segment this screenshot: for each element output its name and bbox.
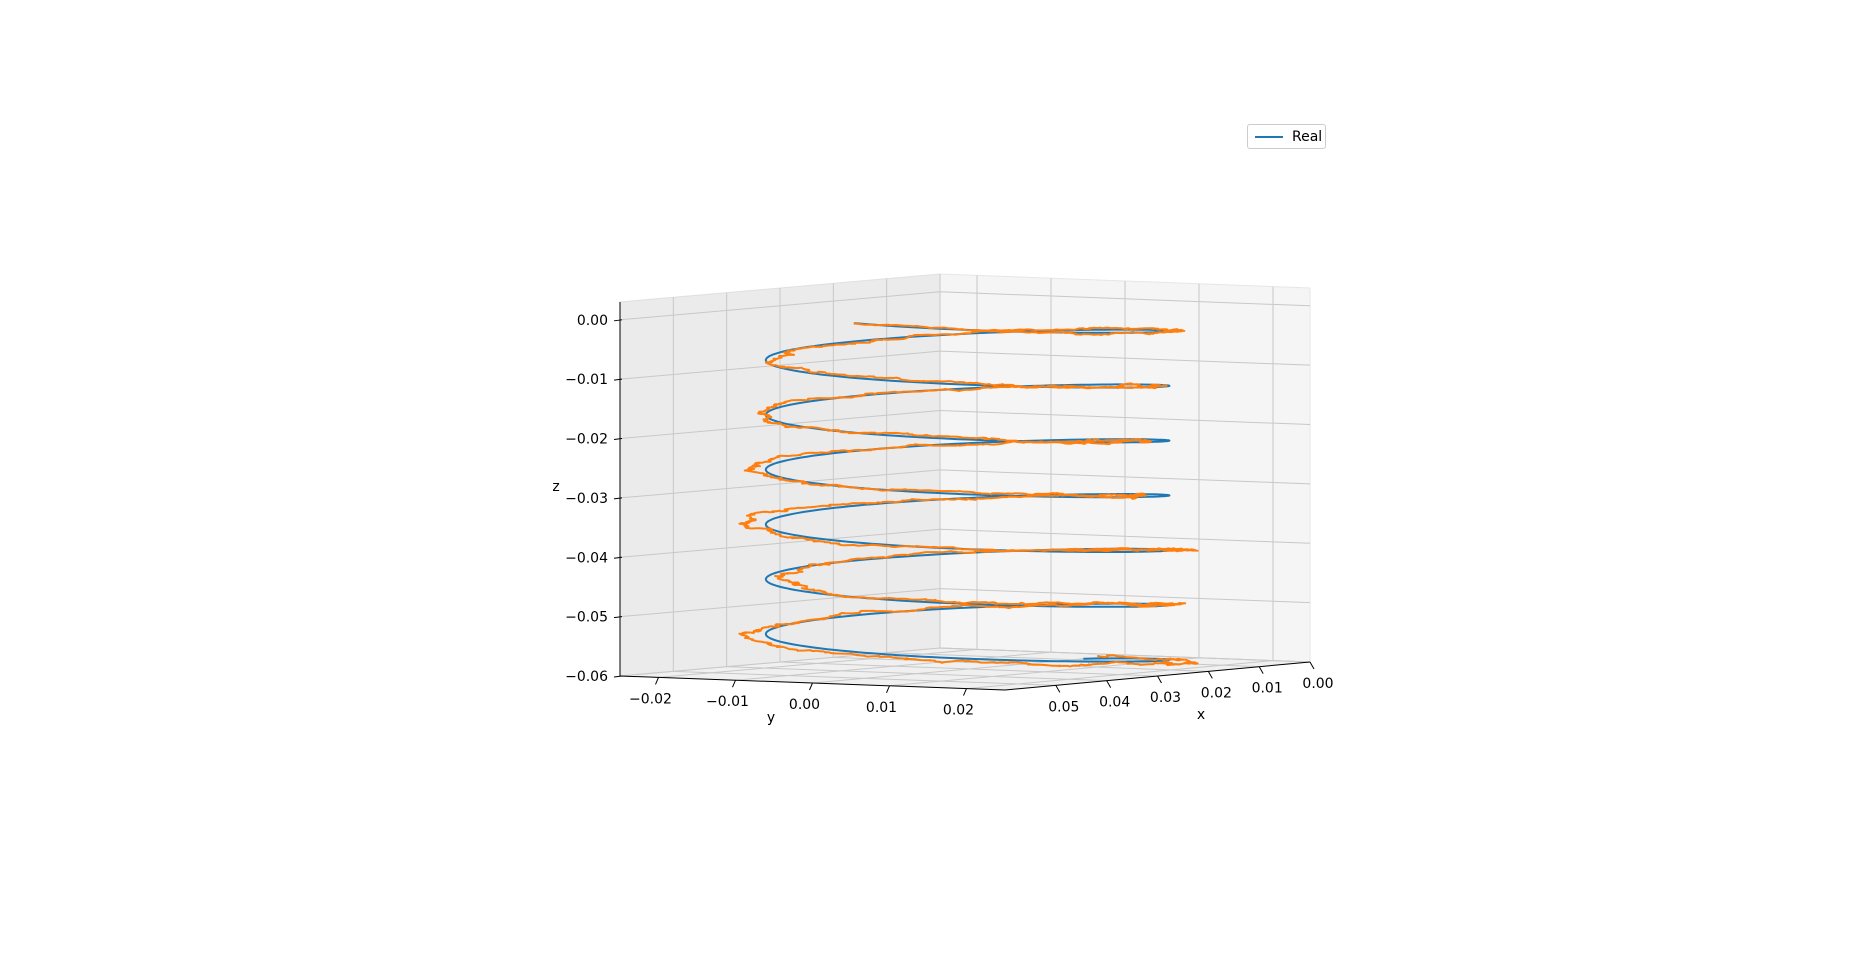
y-tick-mark-4 bbox=[963, 688, 967, 696]
y-tick-label-0: −0.02 bbox=[629, 691, 672, 707]
x-tick-label-2: 0.02 bbox=[1201, 685, 1232, 701]
x-tick-mark-2 bbox=[1207, 671, 1213, 679]
z-tick-mark-6 bbox=[613, 675, 623, 678]
grid-line-x-3 bbox=[779, 288, 1158, 677]
z-axis-label: z bbox=[552, 479, 559, 495]
series-layer bbox=[738, 322, 1199, 668]
y-tick-label-1: −0.01 bbox=[706, 694, 749, 710]
x-tick-label-1: 0.01 bbox=[1252, 681, 1283, 697]
z-tick-mark-4 bbox=[613, 556, 623, 559]
x-tick-label-4: 0.04 bbox=[1099, 695, 1130, 711]
grid-line-x-0 bbox=[939, 274, 1311, 663]
y-axis-label: y bbox=[767, 710, 775, 726]
x-tick-label-3: 0.03 bbox=[1150, 690, 1181, 706]
axes-ticks: 0.00 −0.01 −0.02 −0.03 −0.04 −0.05 −0.06 −0.02 −… bbox=[565, 313, 1333, 719]
grid-line-x-5 bbox=[672, 297, 1056, 686]
x-tick-mark-4 bbox=[1106, 680, 1112, 688]
z-tick-label-0: 0.00 bbox=[577, 313, 608, 329]
series-noisy-line bbox=[738, 322, 1199, 668]
legend: Real bbox=[1247, 124, 1326, 149]
z-tick-label-3: −0.03 bbox=[565, 491, 608, 507]
x-tick-label-5: 0.05 bbox=[1048, 699, 1079, 715]
z-tick-label-5: −0.05 bbox=[565, 610, 608, 626]
z-tick-mark-0 bbox=[613, 319, 623, 322]
x-tick-label-0: 0.00 bbox=[1302, 676, 1333, 692]
y-tick-mark-3 bbox=[886, 685, 890, 693]
y-tick-label-3: 0.01 bbox=[866, 700, 897, 716]
axes-grid bbox=[619, 274, 1311, 690]
y-tick-mark-1 bbox=[732, 680, 736, 688]
z-tick-label-6: −0.06 bbox=[565, 669, 608, 685]
x-tick-mark-0 bbox=[1309, 661, 1315, 670]
x-tick-mark-1 bbox=[1258, 666, 1264, 674]
z-tick-mark-3 bbox=[613, 497, 623, 500]
x-tick-mark-5 bbox=[1055, 685, 1061, 693]
y-tick-mark-0 bbox=[655, 677, 659, 685]
y-tick-label-4: 0.02 bbox=[943, 703, 974, 719]
z-tick-label-2: −0.02 bbox=[565, 432, 608, 448]
y-tick-label-2: 0.00 bbox=[789, 697, 820, 713]
legend-line-real bbox=[1255, 135, 1283, 138]
axes-panes bbox=[619, 273, 1311, 691]
x-axis-label: x bbox=[1197, 707, 1205, 723]
grid-line-x-2 bbox=[832, 283, 1209, 672]
z-tick-label-4: −0.04 bbox=[565, 550, 608, 566]
y-tick-mark-2 bbox=[809, 682, 813, 691]
grid-line-x-4 bbox=[726, 292, 1107, 682]
z-tick-mark-5 bbox=[613, 616, 623, 619]
z-tick-label-1: −0.01 bbox=[565, 372, 608, 388]
x-tick-mark-3 bbox=[1157, 675, 1162, 684]
z-tick-mark-1 bbox=[613, 378, 623, 381]
legend-label-real: Real bbox=[1292, 128, 1323, 145]
z-tick-mark-2 bbox=[613, 438, 623, 441]
